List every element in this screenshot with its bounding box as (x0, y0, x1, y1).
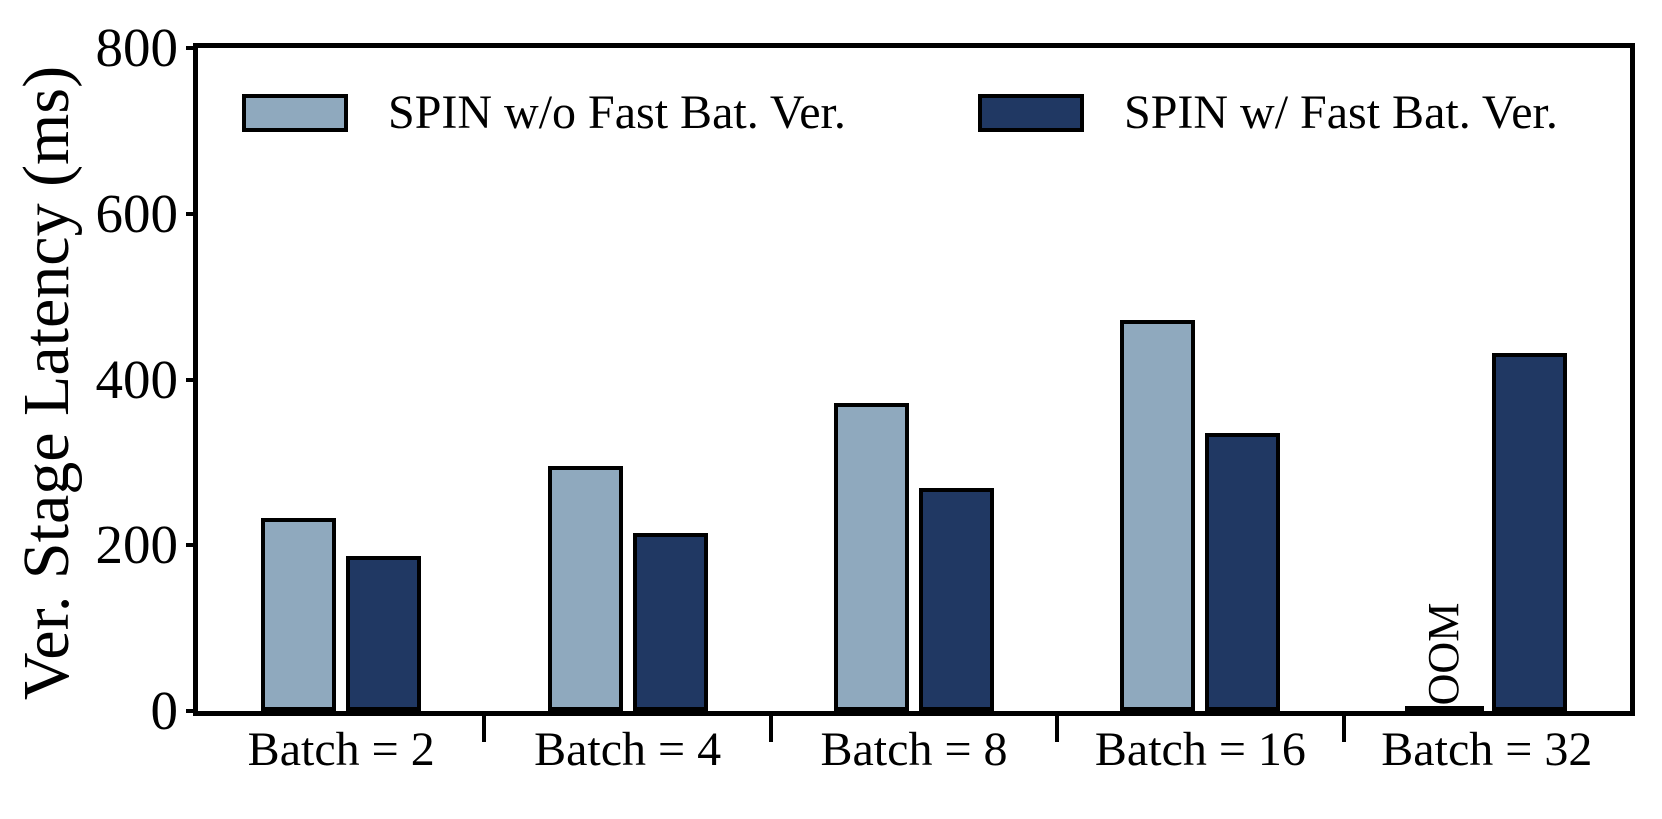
oom-zero-bar (1404, 706, 1484, 711)
plot-frame (193, 43, 1635, 716)
legend-item-spin-without-fbv: SPIN w/o Fast Bat. Ver. (242, 89, 846, 137)
y-tick-mark (186, 543, 198, 548)
x-tick-mark (768, 716, 773, 742)
y-tick-mark (186, 211, 198, 216)
x-tick-mark (1341, 716, 1346, 742)
x-tick-label: Batch = 2 (247, 723, 435, 776)
legend-swatch-dark (978, 94, 1084, 132)
x-tick-mark (1055, 716, 1060, 742)
bar-without-fbv-8 (834, 403, 909, 711)
bar-without-fbv-16 (1120, 320, 1196, 711)
plot-area: SPIN w/o Fast Bat. Ver. SPIN w/ Fast Bat… (198, 48, 1630, 711)
bar-with-fbv-8 (919, 488, 994, 711)
y-tick-mark (186, 46, 198, 50)
y-tick-label: 800 (95, 17, 179, 78)
bar-without-fbv-4 (547, 466, 623, 711)
bar-with-fbv-2 (346, 556, 422, 711)
y-tick-label: 0 (150, 680, 179, 741)
y-tick-mark (186, 709, 198, 713)
legend-swatch-light (242, 94, 348, 132)
bar-with-fbv-16 (1205, 433, 1281, 711)
bar-without-fbv-2 (261, 518, 337, 711)
legend-item-spin-with-fbv: SPIN w/ Fast Bat. Ver. (978, 89, 1558, 137)
y-tick-label: 600 (95, 182, 179, 244)
x-tick-label: Batch = 4 (534, 723, 722, 776)
oom-annotation: OOM (1419, 602, 1469, 706)
x-tick-label: Batch = 16 (1094, 723, 1306, 776)
y-tick-mark (186, 377, 198, 382)
y-tick-label: 200 (95, 514, 179, 576)
legend-label: SPIN w/ Fast Bat. Ver. (1124, 86, 1558, 139)
y-tick-label: 400 (95, 348, 179, 410)
bar-with-fbv-32 (1491, 353, 1567, 711)
x-tick-label: Batch = 8 (820, 723, 1008, 776)
bar-with-fbv-4 (632, 533, 708, 711)
legend-label: SPIN w/o Fast Bat. Ver. (388, 86, 846, 139)
x-tick-mark (482, 716, 487, 742)
x-tick-label: Batch = 32 (1381, 723, 1593, 776)
